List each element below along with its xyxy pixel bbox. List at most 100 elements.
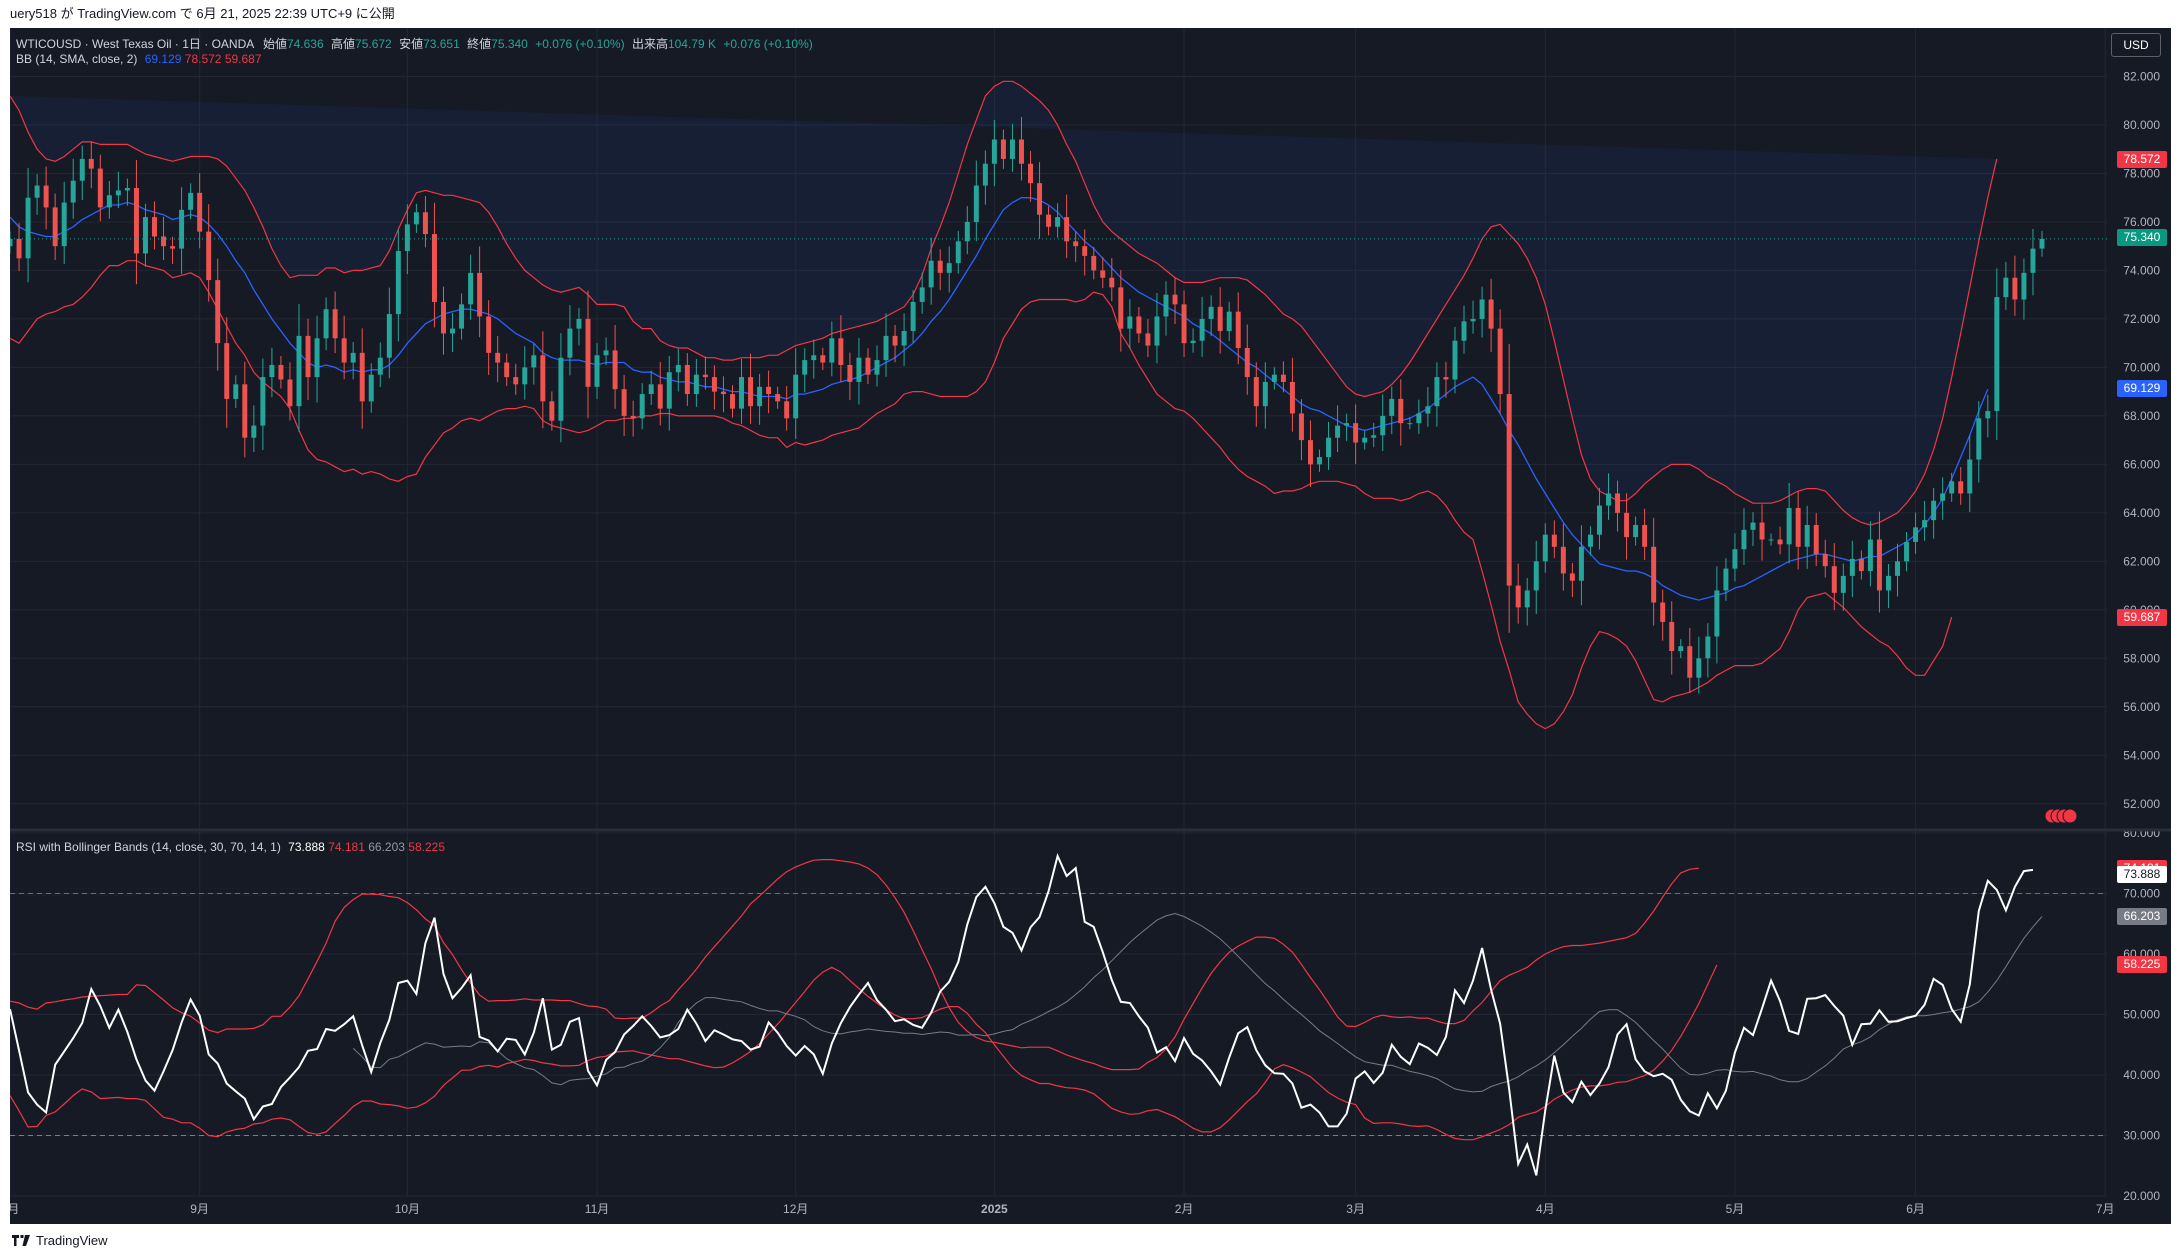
- candle-body: [1127, 316, 1133, 329]
- y-tick-label: 58.000: [2123, 651, 2160, 665]
- candle-body: [1904, 541, 1910, 562]
- candle-body: [377, 357, 383, 375]
- candle-body: [2030, 248, 2036, 273]
- candle-body: [179, 209, 185, 249]
- candle-body: [1922, 520, 1928, 528]
- bb-lower-value: 59.687: [224, 52, 262, 66]
- candle-body: [648, 384, 654, 395]
- candle-body: [576, 318, 582, 329]
- candle-body: [1615, 493, 1621, 513]
- candle-body: [1073, 241, 1079, 247]
- candle-body: [1642, 524, 1648, 547]
- x-tick-label: 8月: [10, 1202, 19, 1216]
- candle-body: [1344, 423, 1350, 426]
- candle-body: [1136, 316, 1142, 334]
- candle-body: [1371, 435, 1377, 438]
- candle-body: [594, 355, 600, 387]
- candle-body: [197, 192, 203, 232]
- candle-body: [97, 168, 103, 208]
- candle-body: [1353, 423, 1359, 443]
- candle-body: [1840, 575, 1846, 593]
- y-tick-label: 64.000: [2123, 506, 2160, 520]
- candle-body: [124, 188, 130, 191]
- currency-button[interactable]: USD: [2111, 33, 2161, 57]
- candle-body: [883, 335, 889, 361]
- candle-body: [88, 158, 94, 169]
- symbol-title[interactable]: WTICOUSD · West Texas Oil · 1日 · OANDA: [16, 37, 254, 51]
- candle-body: [973, 185, 979, 222]
- candle-body: [1506, 394, 1512, 586]
- candle-body: [43, 185, 49, 208]
- candle-body: [702, 374, 708, 378]
- candle-body: [1298, 413, 1304, 441]
- candle-body: [459, 304, 465, 329]
- candle-body: [1271, 374, 1277, 382]
- candle-body: [206, 231, 212, 281]
- candle-body: [630, 415, 636, 419]
- candle-body: [1831, 566, 1837, 593]
- candle-body: [1244, 348, 1250, 378]
- chart-area[interactable]: 52.00054.00056.00058.00060.00062.00064.0…: [10, 28, 2171, 1224]
- candle-body: [603, 350, 609, 356]
- y-tick-label: 62.000: [2123, 554, 2160, 568]
- candle-body: [386, 314, 392, 358]
- candle-body: [2003, 277, 2009, 298]
- rsi-y-tick-label: 80.000: [2123, 826, 2160, 840]
- candle-body: [657, 384, 663, 409]
- candle-body: [1714, 590, 1720, 637]
- candle-body: [711, 377, 717, 392]
- candle-body: [693, 374, 699, 395]
- candle-body: [991, 139, 997, 164]
- candle-body: [666, 372, 672, 409]
- bb-legend[interactable]: BB (14, SMA, close, 2) 69.129 78.572 59.…: [16, 52, 262, 66]
- candle-body: [531, 355, 537, 368]
- candle-body: [1795, 508, 1801, 547]
- rsi-upper-value: 74.181: [328, 840, 365, 854]
- candle-body: [504, 362, 510, 378]
- rsi-basis-line: [352, 912, 2043, 1093]
- candle-body: [1118, 287, 1124, 329]
- bb-basis-value: 69.129: [144, 52, 182, 66]
- candle-body: [1000, 139, 1006, 159]
- candle-body: [1723, 568, 1729, 591]
- publish-info-text: uery518 が TradingView.com で 6月 21, 2025 …: [10, 6, 395, 21]
- candle-body: [766, 386, 772, 395]
- candle-body: [1497, 328, 1503, 395]
- candle-body: [1606, 493, 1611, 506]
- bb-label: BB (14, SMA, close, 2): [16, 52, 138, 66]
- high-label: 高値: [331, 37, 356, 51]
- candle-body: [1867, 539, 1873, 572]
- rsi-y-tick-label: 20.000: [2123, 1189, 2160, 1203]
- tradingview-logo-icon: [12, 1235, 30, 1246]
- candle-body: [811, 355, 817, 361]
- candle-body: [1669, 621, 1675, 652]
- rsi-y-tick-label: 40.000: [2123, 1068, 2160, 1082]
- candle-body: [1470, 318, 1476, 322]
- chart-canvas[interactable]: 52.00054.00056.00058.00060.00062.00064.0…: [10, 28, 2171, 1224]
- candle-body: [1542, 534, 1548, 562]
- rsi-legend[interactable]: RSI with Bollinger Bands (14, close, 30,…: [16, 840, 445, 854]
- publish-info-bar: uery518 が TradingView.com で 6月 21, 2025 …: [0, 0, 2181, 28]
- candle-body: [1578, 546, 1584, 581]
- candle-body: [1858, 558, 1864, 572]
- tradingview-logo[interactable]: TradingView: [12, 1233, 108, 1248]
- candle-body: [639, 394, 645, 419]
- candle-body: [1190, 340, 1196, 344]
- candle-body: [1362, 437, 1368, 443]
- candle-body: [215, 280, 221, 344]
- change-value: +0.076 (+0.10%): [535, 37, 625, 51]
- candle-body: [793, 374, 799, 419]
- candle-body: [1822, 554, 1828, 567]
- candle-body: [1335, 425, 1341, 438]
- candle-body: [928, 260, 934, 288]
- low-label: 安値: [399, 37, 424, 51]
- candle-body: [1452, 340, 1458, 380]
- bb-basis-line: [10, 197, 1989, 601]
- candle-body: [739, 377, 745, 409]
- rsi-bb-upper-line: [10, 858, 1699, 1071]
- candle-body: [1055, 217, 1061, 227]
- candle-body: [441, 301, 446, 334]
- candle-body: [170, 246, 176, 249]
- candle-body: [847, 364, 853, 382]
- candle-body: [820, 355, 826, 363]
